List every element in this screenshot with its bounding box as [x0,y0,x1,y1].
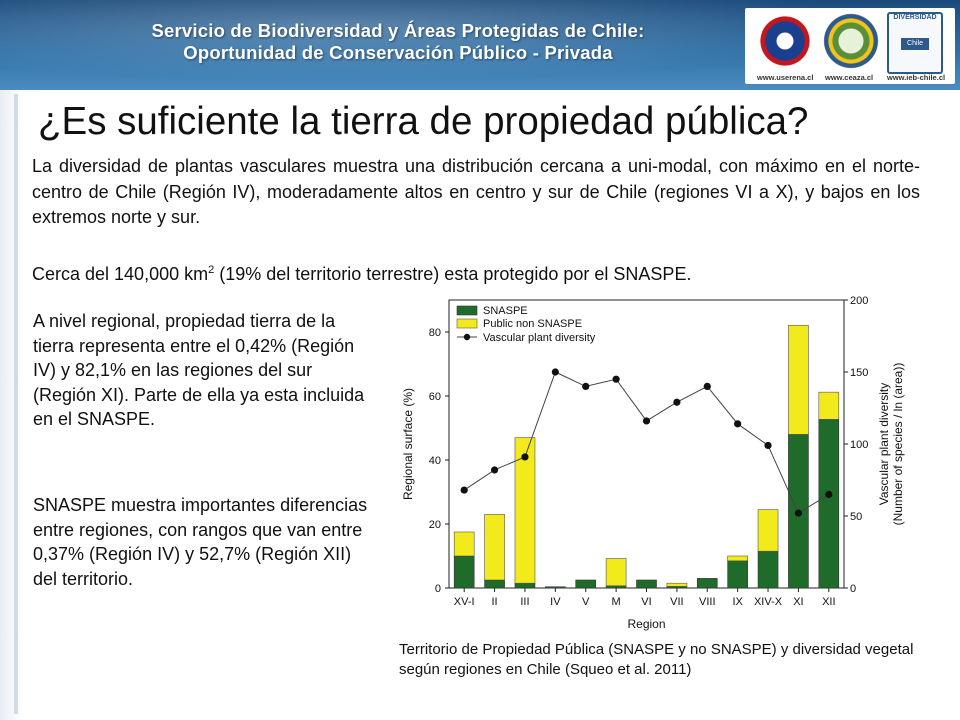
left-decoration [0,90,22,720]
diversity-point-XII [825,490,833,498]
x-tick-label-XIV-X: XIV-X [754,596,783,608]
legend-swatch-snaspe [456,305,478,316]
x-tick-label-III: III [520,596,529,608]
y-tick-label-4: 80 [429,327,441,339]
diversity-point-VIII [703,382,711,390]
paragraph-protected-area-after: (19% del territorio terrestre) esta prot… [214,264,692,284]
paragraph-protected-area: Cerca del 140,000 km2 (19% del territori… [32,258,920,288]
bar-public-XI [788,324,809,435]
diversity-point-VI [642,417,651,425]
logo-url-userena[interactable]: www.userena.cl [757,73,814,82]
bar-public-XIV-X [757,509,779,552]
left-decoration-line [14,94,18,714]
x-tick-label-VII: VII [670,596,683,608]
x-tick-label-IV: IV [550,596,561,608]
diversity-point-IV [551,368,559,376]
diversity-point-M [612,375,620,383]
bar-public-III [514,437,536,584]
bar-snaspe-III [514,582,536,589]
diversity-point-II [490,466,499,474]
ceaza-logo-icon [823,12,879,70]
ieb-logo-icon: DIVERSIDAD Chile [887,12,943,74]
y2-axis-label-line1: Vascular plant diversity [877,383,891,506]
y2-tick-label-1: 50 [850,511,862,523]
bar-public-M [605,558,627,587]
diversity-point-XI [794,509,803,517]
legend-label-diversity: Vascular plant diversity [483,332,596,344]
bar-snaspe-IX [727,560,748,589]
y-tick-label-3: 60 [429,391,441,403]
bar-snaspe-XIV-X [757,550,779,589]
y-tick-label-0: 0 [435,583,441,595]
y-tick-label-2: 40 [429,455,441,467]
y2-axis-label-line2: (Number of species / ln (area)) [891,363,905,526]
legend-swatch-public [456,318,478,329]
header-title-line1: Servicio de Biodiversidad y Áreas Proteg… [151,20,645,41]
paragraph-protected-area-sup: 2 [208,264,215,276]
y-tick-label-1: 20 [429,519,441,531]
bar-snaspe-VIII [696,578,718,589]
x-tick-label-M: M [612,596,621,608]
legend-label-public: Public non SNASPE [483,318,582,330]
diversity-point-III [521,453,529,461]
slide-title: ¿Es suficiente la tierra de propiedad pú… [38,100,809,143]
diversity-point-XV-I [460,486,468,494]
y2-tick-label-2: 100 [850,439,868,451]
chart-caption: Territorio de Propiedad Pública (SNASPE … [399,641,914,678]
diversity-point-IX [734,420,742,428]
logo-url-ieb[interactable]: www.ieb-chile.cl [887,73,946,82]
ieb-logo-label: DIVERSIDAD [893,14,937,21]
bar-public-XV-I [453,531,475,557]
x-axis-label: Region [627,617,665,631]
bar-public-XII [818,391,840,420]
x-tick-label-V: V [582,596,590,608]
x-tick-label-XI: XI [793,596,803,608]
bar-public-VII [666,582,688,587]
ieb-logo-chile: Chile [901,38,929,50]
side-text-snaspe: SNASPE muestra importantes diferencias e… [33,495,368,589]
logo-url-ceaza[interactable]: www.ceaza.cl [825,73,874,82]
legend-label-snaspe: SNASPE [483,305,528,317]
x-tick-label-XV-I: XV-I [454,596,475,608]
bar-snaspe-XV-I [453,555,475,589]
bar-public-IX [727,555,748,562]
bar-snaspe-M [605,585,627,589]
bar-snaspe-V [575,579,597,589]
header-banner: Servicio de Biodiversidad y Áreas Proteg… [0,0,960,90]
x-tick-label-VI: VI [641,596,651,608]
bar-snaspe-XII [818,419,840,589]
x-tick-label-II: II [492,596,498,608]
legend-marker-diversity [463,333,471,341]
bar-snaspe-II [484,579,505,589]
paragraph-diversity: La diversidad de plantas vasculares mues… [32,156,920,227]
x-tick-label-VIII: VIII [699,596,716,608]
header-title-line2: Oportunidad de Conservación Público - Pr… [183,42,613,63]
y2-tick-label-0: 0 [850,583,856,595]
y-axis-label: Regional surface (%) [401,388,415,500]
side-text-regional: A nivel regional, propiedad tierra de la… [33,311,365,430]
bar-public-II [484,514,505,581]
paragraph-protected-area-before: Cerca del 140,000 km [32,264,209,284]
bar-snaspe-VI [636,579,657,589]
y2-tick-label-4: 200 [850,295,868,307]
diversity-point-VII [673,398,681,406]
x-tick-label-IX: IX [732,596,743,608]
x-tick-label-XII: XII [822,596,835,608]
diversity-point-XIV-X [764,441,772,450]
partner-logos: DIVERSIDAD Chile www.userena.cl www.ceaz… [745,8,955,84]
y2-tick-label-3: 150 [850,367,868,379]
userena-logo-icon [757,12,813,70]
diversity-point-V [582,382,590,390]
